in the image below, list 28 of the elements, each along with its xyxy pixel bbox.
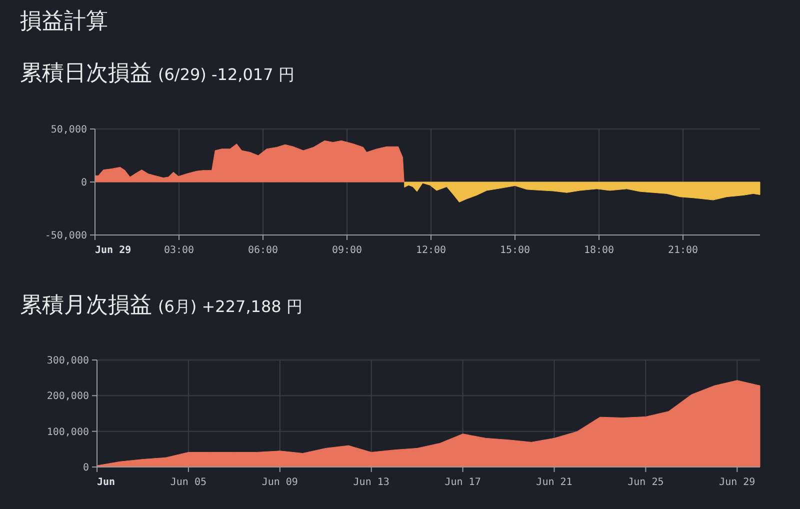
x-tick-label: 12:00 (416, 245, 446, 256)
x-tick-label: 06:00 (248, 245, 278, 256)
x-tick-label: 03:00 (164, 245, 194, 256)
x-tick-label: Jun 25 (628, 477, 664, 488)
x-tick-label: 18:00 (584, 245, 614, 256)
x-tick-label: Jun 21 (536, 477, 572, 488)
x-tick-label: Jun 13 (353, 477, 390, 488)
y-tick-label: 100,000 (46, 426, 89, 438)
y-tick-label: 200,000 (46, 391, 89, 402)
chart-title: 累積月次損益 (20, 293, 152, 318)
y-tick-label: 300,000 (46, 356, 89, 366)
y-tick-label: 0 (82, 462, 89, 474)
chart-subtitle: (6/29) -12,017 円 (158, 65, 294, 84)
x-tick-label: 15:00 (500, 245, 530, 256)
x-tick-label: Jun 09 (262, 477, 298, 488)
y-tick-label: 50,000 (50, 124, 87, 136)
x-tick-label: Jun 29 (719, 477, 756, 488)
x-tick-label: 21:00 (668, 245, 698, 256)
x-tick-label: Jun (97, 477, 116, 488)
x-tick-label: Jun 29 (95, 245, 132, 256)
text: 損益計算 (20, 9, 108, 34)
chart-subtitle: (6月) +227,188 円 (158, 297, 302, 316)
x-tick-label: Jun 17 (444, 477, 481, 488)
y-tick-label: 0 (80, 178, 87, 188)
x-tick-label: 09:00 (332, 245, 362, 256)
chart-title: 累積日次損益 (20, 61, 152, 86)
y-tick-label: -50,000 (44, 230, 87, 242)
x-tick-label: Jun 05 (170, 477, 207, 488)
